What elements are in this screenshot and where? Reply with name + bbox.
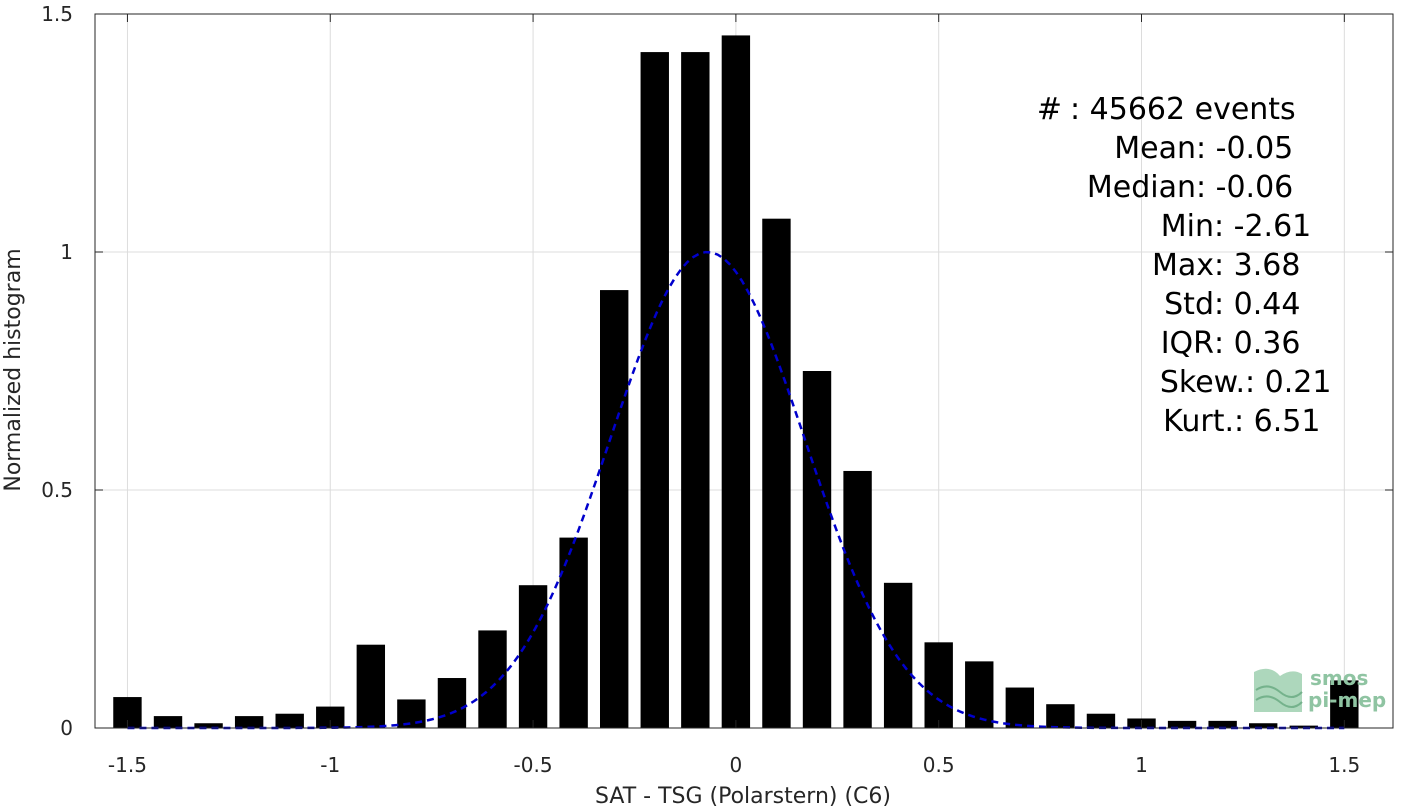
bar-21 (965, 661, 994, 728)
x-tick-label-2: -0.5 (514, 753, 553, 777)
stat-label-2: Median (1087, 170, 1196, 205)
bar-7 (397, 699, 426, 728)
bar-14 (681, 52, 710, 728)
x-tick-label-1: -1 (320, 753, 340, 777)
bar-15 (721, 35, 751, 729)
bar-4 (275, 713, 304, 728)
ticks (95, 13, 1393, 729)
y-tick-label-1: 0.5 (41, 478, 73, 502)
stat-label-4: Max (1152, 248, 1214, 283)
stat-value-8: : 6.51 (1234, 404, 1320, 439)
stat-label-8: Kurt. (1163, 404, 1234, 439)
y-tick-label-3: 1.5 (41, 2, 73, 26)
bar-22 (1005, 687, 1035, 728)
bar-16 (762, 218, 791, 728)
stat-value-3: : -2.61 (1214, 209, 1311, 244)
bar-20 (924, 642, 953, 728)
stat-value-5: : 0.44 (1214, 287, 1300, 322)
bar-10 (518, 585, 548, 728)
bar-26 (1167, 720, 1197, 728)
bar-9 (478, 630, 507, 728)
logo-text-pi-mep: pi-mep (1308, 688, 1386, 712)
bar-19 (883, 582, 913, 728)
x-tick-label-5: 1 (1135, 753, 1148, 777)
x-tick-label-6: 1.5 (1328, 753, 1360, 777)
smos-pi-mep-logo: smos pi-mep (1254, 666, 1386, 712)
bar-5 (316, 706, 345, 728)
bar-1 (153, 716, 183, 728)
bar-8 (437, 678, 467, 728)
bar-6 (356, 644, 386, 728)
x-tick-label-0: -1.5 (108, 753, 147, 777)
bar-17 (802, 371, 832, 728)
axes-box (94, 13, 1394, 729)
stat-label-5: Std (1164, 287, 1214, 322)
bar-11 (559, 537, 588, 728)
x-tick-labels: -1.5 -1 -0.5 0 0.5 1 1.5 (108, 753, 1360, 777)
logo-mark-waves (1255, 685, 1303, 708)
x-tick-label-3: 0 (730, 753, 743, 777)
y-tick-label-0: 0 (60, 716, 73, 740)
bar-18 (843, 470, 872, 728)
bar-13 (640, 52, 669, 728)
stat-label-3: Min (1161, 209, 1214, 244)
bar-12 (600, 290, 629, 728)
stat-label-7: Skew. (1160, 365, 1245, 400)
y-axis-label: Normalized histogram (1, 248, 26, 491)
stat-value-7: : 0.21 (1245, 365, 1331, 400)
stat-value-0: : 45662 events (1070, 92, 1296, 127)
stat-value-4: : 3.68 (1214, 248, 1300, 283)
x-axis-label: SAT - TSG (Polarstern) (C6) (595, 784, 891, 809)
bar-3 (234, 716, 264, 728)
bar-28 (1249, 723, 1278, 728)
logo-text-smos: smos (1310, 666, 1368, 690)
bar-24 (1086, 713, 1116, 728)
stat-value-1: : -0.05 (1196, 131, 1293, 166)
y-tick-labels: 0 0.5 1 1.5 (41, 2, 73, 740)
stat-value-6: : 0.36 (1214, 326, 1300, 361)
bar-27 (1208, 720, 1237, 728)
stat-label-0: # (1037, 92, 1062, 127)
y-tick-label-2: 1 (60, 240, 73, 264)
bars (113, 35, 1359, 729)
stat-label-6: IQR (1161, 326, 1214, 361)
bar-2 (194, 723, 223, 728)
stat-value-2: : -0.06 (1196, 170, 1293, 205)
x-tick-label-4: 0.5 (923, 753, 955, 777)
stat-label-1: Mean (1114, 131, 1196, 166)
bar-23 (1046, 704, 1075, 728)
